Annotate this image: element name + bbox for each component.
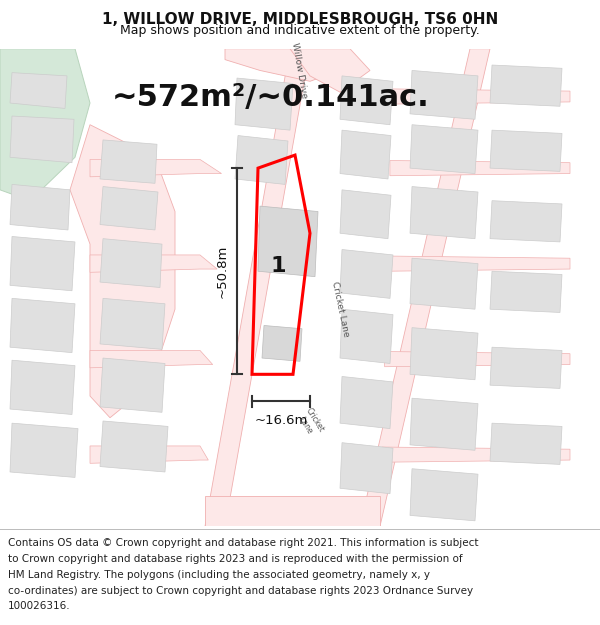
Polygon shape [10, 423, 78, 478]
Polygon shape [10, 72, 67, 109]
Polygon shape [262, 326, 302, 361]
Polygon shape [10, 184, 70, 230]
Text: Cricket
Lane: Cricket Lane [295, 407, 325, 440]
Polygon shape [100, 421, 168, 472]
Polygon shape [100, 187, 158, 230]
Polygon shape [10, 116, 74, 162]
Polygon shape [410, 328, 478, 380]
Polygon shape [235, 78, 293, 130]
Text: 100026316.: 100026316. [8, 601, 70, 611]
Polygon shape [100, 358, 165, 412]
Polygon shape [90, 351, 212, 368]
Polygon shape [392, 89, 570, 104]
Polygon shape [90, 159, 221, 177]
Text: HM Land Registry. The polygons (including the associated geometry, namely x, y: HM Land Registry. The polygons (includin… [8, 570, 430, 580]
Polygon shape [340, 130, 391, 179]
Polygon shape [10, 360, 75, 414]
Polygon shape [100, 140, 157, 183]
Polygon shape [340, 76, 393, 125]
Polygon shape [100, 239, 162, 288]
Polygon shape [410, 187, 478, 239]
Text: Willow Drive: Willow Drive [290, 42, 308, 99]
Polygon shape [0, 49, 90, 201]
Text: ~16.6m: ~16.6m [254, 414, 308, 428]
Text: 1, WILLOW DRIVE, MIDDLESBROUGH, TS6 0HN: 1, WILLOW DRIVE, MIDDLESBROUGH, TS6 0HN [102, 12, 498, 27]
Text: ~50.8m: ~50.8m [216, 244, 229, 298]
Polygon shape [340, 249, 393, 298]
Polygon shape [490, 423, 562, 464]
Polygon shape [410, 469, 478, 521]
Text: Map shows position and indicative extent of the property.: Map shows position and indicative extent… [120, 24, 480, 36]
Polygon shape [205, 49, 310, 526]
Polygon shape [410, 125, 478, 174]
Text: to Crown copyright and database rights 2023 and is reproduced with the permissio: to Crown copyright and database rights 2… [8, 554, 463, 564]
Text: ~572m²/~0.141ac.: ~572m²/~0.141ac. [112, 83, 430, 112]
Polygon shape [225, 49, 340, 81]
Polygon shape [340, 376, 393, 429]
Polygon shape [90, 255, 217, 272]
Polygon shape [360, 49, 490, 526]
Polygon shape [340, 309, 393, 364]
Polygon shape [390, 161, 570, 176]
Polygon shape [410, 258, 478, 309]
Polygon shape [10, 236, 75, 291]
Polygon shape [340, 442, 393, 494]
Text: Contains OS data © Crown copyright and database right 2021. This information is : Contains OS data © Crown copyright and d… [8, 538, 478, 548]
Polygon shape [382, 447, 570, 462]
Polygon shape [205, 496, 380, 526]
Polygon shape [258, 206, 318, 277]
Polygon shape [410, 71, 478, 119]
Polygon shape [235, 136, 288, 184]
Polygon shape [490, 271, 562, 312]
Polygon shape [340, 190, 391, 239]
Polygon shape [490, 201, 562, 242]
Polygon shape [387, 256, 570, 271]
Polygon shape [490, 348, 562, 388]
Polygon shape [10, 298, 75, 352]
Polygon shape [70, 125, 175, 418]
Polygon shape [490, 130, 562, 171]
Polygon shape [90, 446, 208, 463]
Text: Cricket Lane: Cricket Lane [330, 281, 350, 338]
Polygon shape [490, 65, 562, 106]
Text: co-ordinates) are subject to Crown copyright and database rights 2023 Ordnance S: co-ordinates) are subject to Crown copyr… [8, 586, 473, 596]
Text: 1: 1 [270, 256, 286, 276]
Polygon shape [385, 351, 570, 367]
Polygon shape [410, 398, 478, 450]
Polygon shape [290, 49, 370, 92]
Polygon shape [100, 298, 165, 349]
